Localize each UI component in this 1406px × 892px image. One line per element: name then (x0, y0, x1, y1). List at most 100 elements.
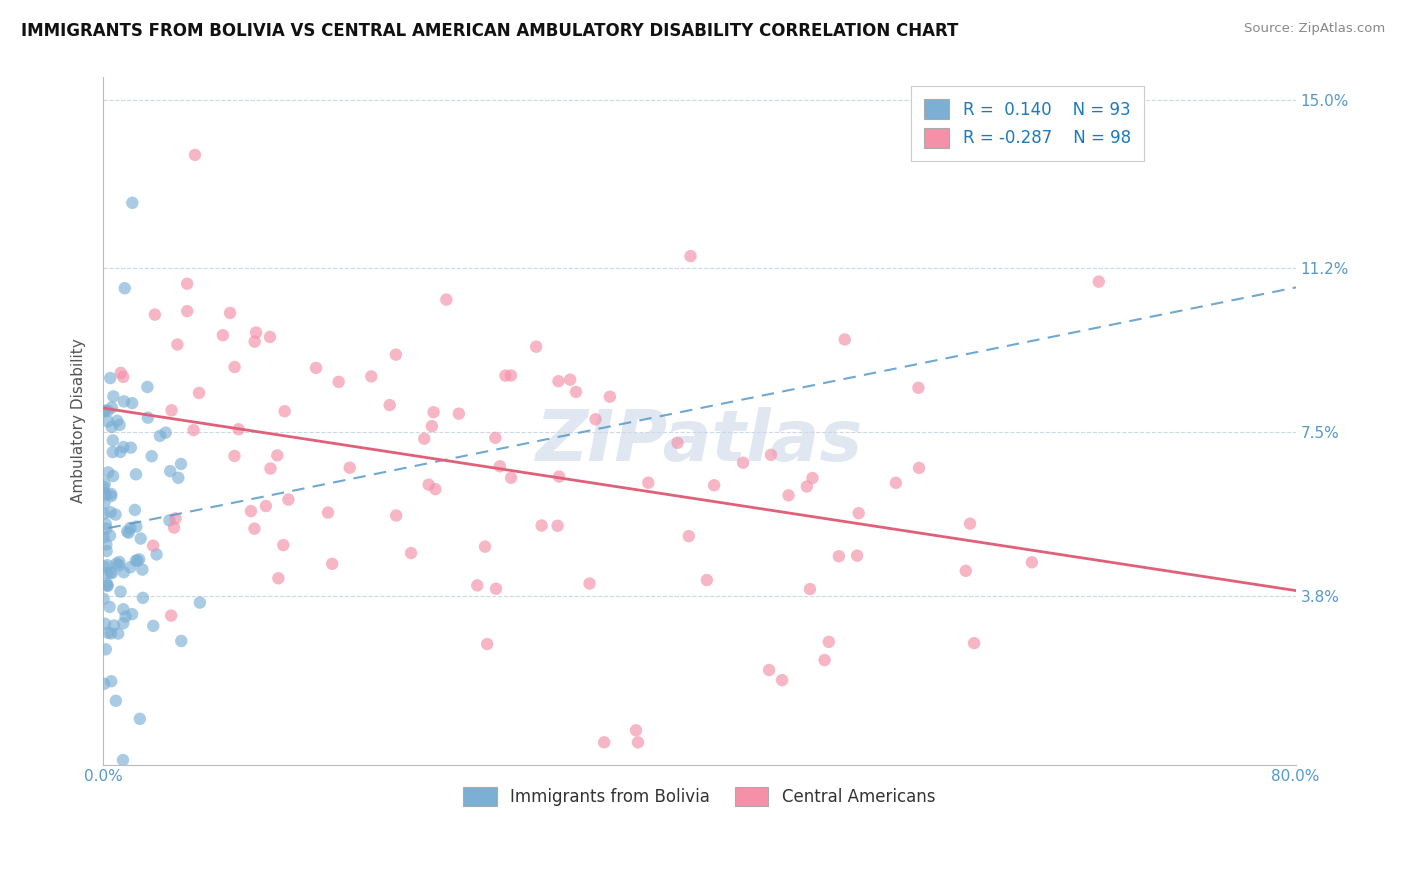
Point (908, 461, 931, 475)
Point (316, 506, 339, 520)
Point (770, 673, 793, 687)
Point (627, 735, 650, 749)
Point (112, 394, 135, 409)
Point (100, 674, 122, 689)
Point (100, 420, 122, 434)
Point (93, 559, 115, 574)
Point (96, 522, 118, 536)
Point (97, 466, 120, 480)
Point (328, 375, 350, 389)
Point (93, 486, 115, 500)
Point (666, 435, 689, 450)
Point (107, 626, 129, 640)
Point (98, 599, 121, 614)
Point (131, 563, 153, 577)
Point (170, 634, 193, 648)
Point (128, 552, 150, 566)
Point (125, 553, 148, 567)
Point (959, 516, 981, 531)
Point (125, 519, 148, 533)
Point (105, 557, 128, 571)
Point (188, 596, 211, 610)
Point (114, 609, 136, 624)
Point (108, 558, 131, 573)
Point (100, 487, 122, 501)
Legend: Immigrants from Bolivia, Central Americans: Immigrants from Bolivia, Central America… (456, 779, 943, 814)
Point (96, 579, 118, 593)
Point (121, 195, 143, 210)
Point (96, 558, 118, 573)
Point (266, 449, 288, 463)
Point (112, 616, 135, 631)
Point (524, 340, 547, 354)
Point (418, 477, 440, 491)
Point (163, 520, 186, 534)
Point (142, 619, 165, 633)
Point (125, 467, 148, 482)
Point (955, 564, 977, 578)
Point (637, 475, 659, 490)
Point (1021, 555, 1043, 569)
Point (159, 464, 181, 478)
Point (801, 471, 824, 485)
Text: Source: ZipAtlas.com: Source: ZipAtlas.com (1244, 22, 1385, 36)
Point (817, 635, 839, 649)
Point (245, 326, 267, 340)
Point (108, 417, 131, 432)
Point (100, 401, 122, 415)
Point (560, 373, 582, 387)
Point (271, 538, 294, 552)
Point (176, 277, 198, 291)
Point (108, 555, 131, 569)
Point (104, 508, 127, 522)
Point (120, 521, 142, 535)
Point (259, 461, 281, 475)
Point (339, 460, 361, 475)
Point (155, 425, 177, 440)
Point (494, 368, 516, 383)
Point (112, 440, 135, 454)
Point (813, 653, 835, 667)
Point (98, 371, 121, 385)
Point (101, 566, 124, 581)
Point (145, 548, 167, 562)
Point (112, 602, 135, 616)
Point (759, 448, 782, 462)
Point (267, 571, 290, 585)
Point (399, 546, 422, 560)
Point (166, 337, 188, 351)
Point (97, 625, 120, 640)
Point (93, 530, 115, 544)
Point (105, 414, 128, 428)
Point (94, 488, 117, 502)
Point (243, 522, 266, 536)
Point (94, 403, 117, 417)
Text: ZIPatlas: ZIPatlas (536, 407, 863, 476)
Point (578, 576, 600, 591)
Point (547, 374, 569, 388)
Point (112, 566, 135, 580)
Point (121, 607, 143, 621)
Point (846, 549, 869, 563)
Point (136, 410, 159, 425)
Point (184, 148, 207, 162)
Point (593, 735, 616, 749)
Point (97, 404, 120, 418)
Point (118, 525, 141, 540)
Point (703, 478, 725, 492)
Point (165, 511, 187, 525)
Point (110, 445, 132, 459)
Point (277, 492, 299, 507)
Point (167, 471, 190, 485)
Point (212, 328, 235, 343)
Point (98, 528, 121, 542)
Point (103, 389, 125, 403)
Point (548, 469, 571, 483)
Point (94, 616, 117, 631)
Point (422, 405, 444, 419)
Point (100, 566, 122, 580)
Point (678, 529, 700, 543)
Point (547, 518, 569, 533)
Point (110, 584, 132, 599)
Point (679, 249, 702, 263)
